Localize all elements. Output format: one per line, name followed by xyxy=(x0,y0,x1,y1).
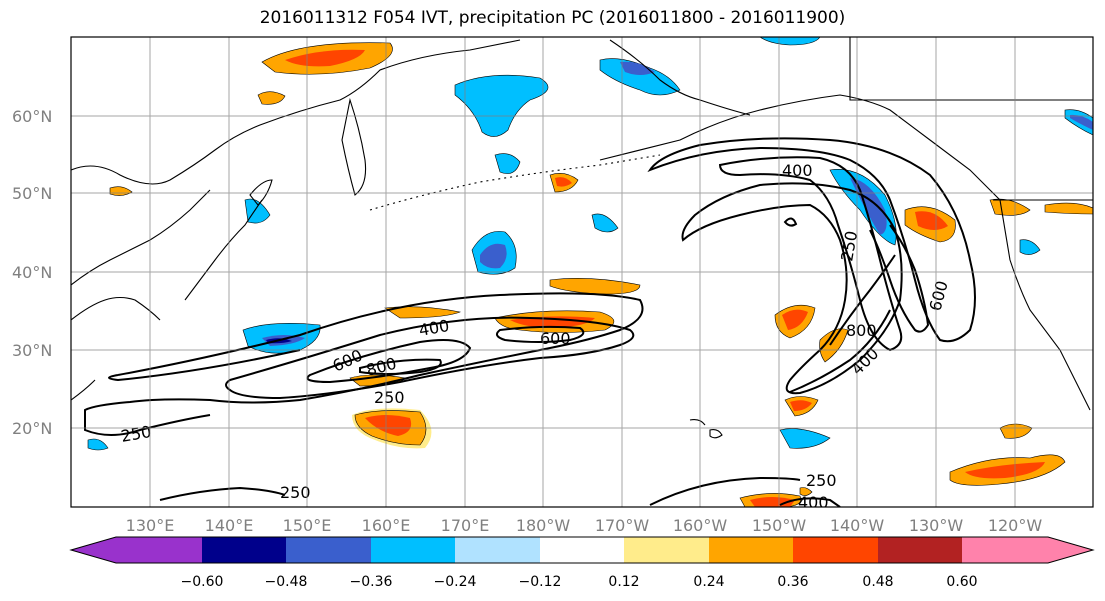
colorbar-label: −0.24 xyxy=(434,574,477,590)
lat-axis: 60°N 50°N 40°N 30°N 20°N xyxy=(12,107,52,438)
colorbar-segment xyxy=(371,537,455,563)
lon-tick-label: 130°W xyxy=(909,516,964,535)
lat-tick-label: 30°N xyxy=(12,341,52,360)
lon-tick-label: 170°W xyxy=(595,516,650,535)
colorbar-segment xyxy=(709,537,793,563)
contour-label: 250 xyxy=(806,471,837,490)
colorbar-segment xyxy=(793,537,878,563)
colorbar-segment xyxy=(878,537,962,563)
lon-tick-label: 180°W xyxy=(516,516,571,535)
lat-tick-label: 60°N xyxy=(12,107,52,126)
gridlines xyxy=(71,37,1093,507)
lat-tick-label: 50°N xyxy=(12,184,52,203)
ivt-contours xyxy=(84,137,976,507)
contour-label: 250 xyxy=(374,388,405,407)
colorbar-outline xyxy=(69,536,1095,564)
colorbar-label: −0.48 xyxy=(265,574,308,590)
lon-tick-label: 160°W xyxy=(673,516,728,535)
map-title: 2016011312 F054 IVT, precipitation PC (2… xyxy=(259,8,846,28)
colorbar-segment xyxy=(455,537,540,563)
lon-tick-label: 140°E xyxy=(205,516,254,535)
colorbar-label: 0.36 xyxy=(777,574,808,590)
lon-tick-label: 170°E xyxy=(441,516,490,535)
colorbar-segment xyxy=(286,537,371,563)
colorbar-segment xyxy=(202,537,286,563)
contour-label: 400 xyxy=(798,493,829,512)
colorbar-label: 0.60 xyxy=(946,574,977,590)
contour-label: 600 xyxy=(540,329,571,348)
lat-tick-label: 40°N xyxy=(12,263,52,282)
lon-tick-label: 140°W xyxy=(830,516,885,535)
colorbar-label: −0.12 xyxy=(519,574,562,590)
lon-tick-label: 150°W xyxy=(752,516,807,535)
lon-tick-label: 120°W xyxy=(988,516,1043,535)
colorbar-label: 0.48 xyxy=(862,574,893,590)
colorbar-label: 0.24 xyxy=(693,574,724,590)
colorbar-segment xyxy=(71,537,202,563)
map-frame xyxy=(70,36,1094,508)
lon-axis: 130°E 140°E 150°E 160°E 170°E 180°W 170°… xyxy=(126,516,1043,535)
colorbar-label: 0.12 xyxy=(608,574,639,590)
lat-tick-label: 20°N xyxy=(12,419,52,438)
colorbar-segment xyxy=(624,537,709,563)
lon-tick-label: 150°E xyxy=(283,516,332,535)
lon-tick-label: 130°E xyxy=(126,516,175,535)
colorbar-label: −0.60 xyxy=(181,574,224,590)
lon-tick-label: 160°E xyxy=(362,516,411,535)
contour-label: 400 xyxy=(782,161,813,180)
colorbar xyxy=(69,536,1095,564)
colorbar-labels: −0.60 −0.48 −0.36 −0.24 −0.12 0.12 0.24 … xyxy=(181,574,978,590)
colorbar-segment xyxy=(962,537,1093,563)
colorbar-segment xyxy=(540,537,624,563)
contour-label: 800 xyxy=(846,321,877,340)
contour-label: 250 xyxy=(280,483,311,502)
colorbar-label: −0.36 xyxy=(350,574,393,590)
